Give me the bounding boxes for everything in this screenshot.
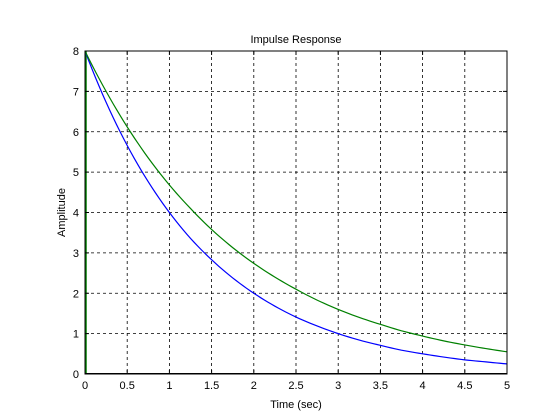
x-tick-label: 0.5 — [120, 380, 135, 392]
y-tick-label: 5 — [73, 167, 79, 179]
y-tick-label: 0 — [73, 369, 79, 381]
chart-title: Impulse Response — [250, 34, 341, 46]
x-tick-label: 5 — [504, 380, 510, 392]
y-tick-label: 2 — [73, 288, 79, 300]
y-tick-label: 1 — [73, 329, 79, 341]
ticks: 0 0.5 1 1.5 2 2.5 3 3.5 4 4.5 5 0 1 2 3 4 5 6 7 8 — [73, 46, 510, 392]
x-tick-label: 3.5 — [373, 380, 388, 392]
x-tick-label: 1 — [166, 380, 172, 392]
series-line-1 — [84, 50, 508, 365]
y-tick-label: 7 — [73, 86, 79, 98]
x-tick-label: 2.5 — [288, 380, 303, 392]
y-tick-label: 6 — [73, 127, 79, 139]
y-axis-label: Amplitude — [56, 188, 68, 237]
x-tick-label: 2 — [251, 380, 257, 392]
x-axis-label: Time (sec) — [270, 399, 322, 411]
y-tick-label: 3 — [73, 248, 79, 260]
x-tick-label: 0 — [82, 380, 88, 392]
grid — [85, 51, 507, 374]
y-tick-label: 4 — [73, 208, 79, 220]
y-tick-label: 8 — [73, 46, 79, 58]
series-line-2 — [84, 50, 508, 353]
x-tick-label: 3 — [335, 380, 341, 392]
x-tick-label: 4 — [420, 380, 426, 392]
x-tick-label: 1.5 — [204, 380, 219, 392]
x-tick-label: 4.5 — [457, 380, 472, 392]
